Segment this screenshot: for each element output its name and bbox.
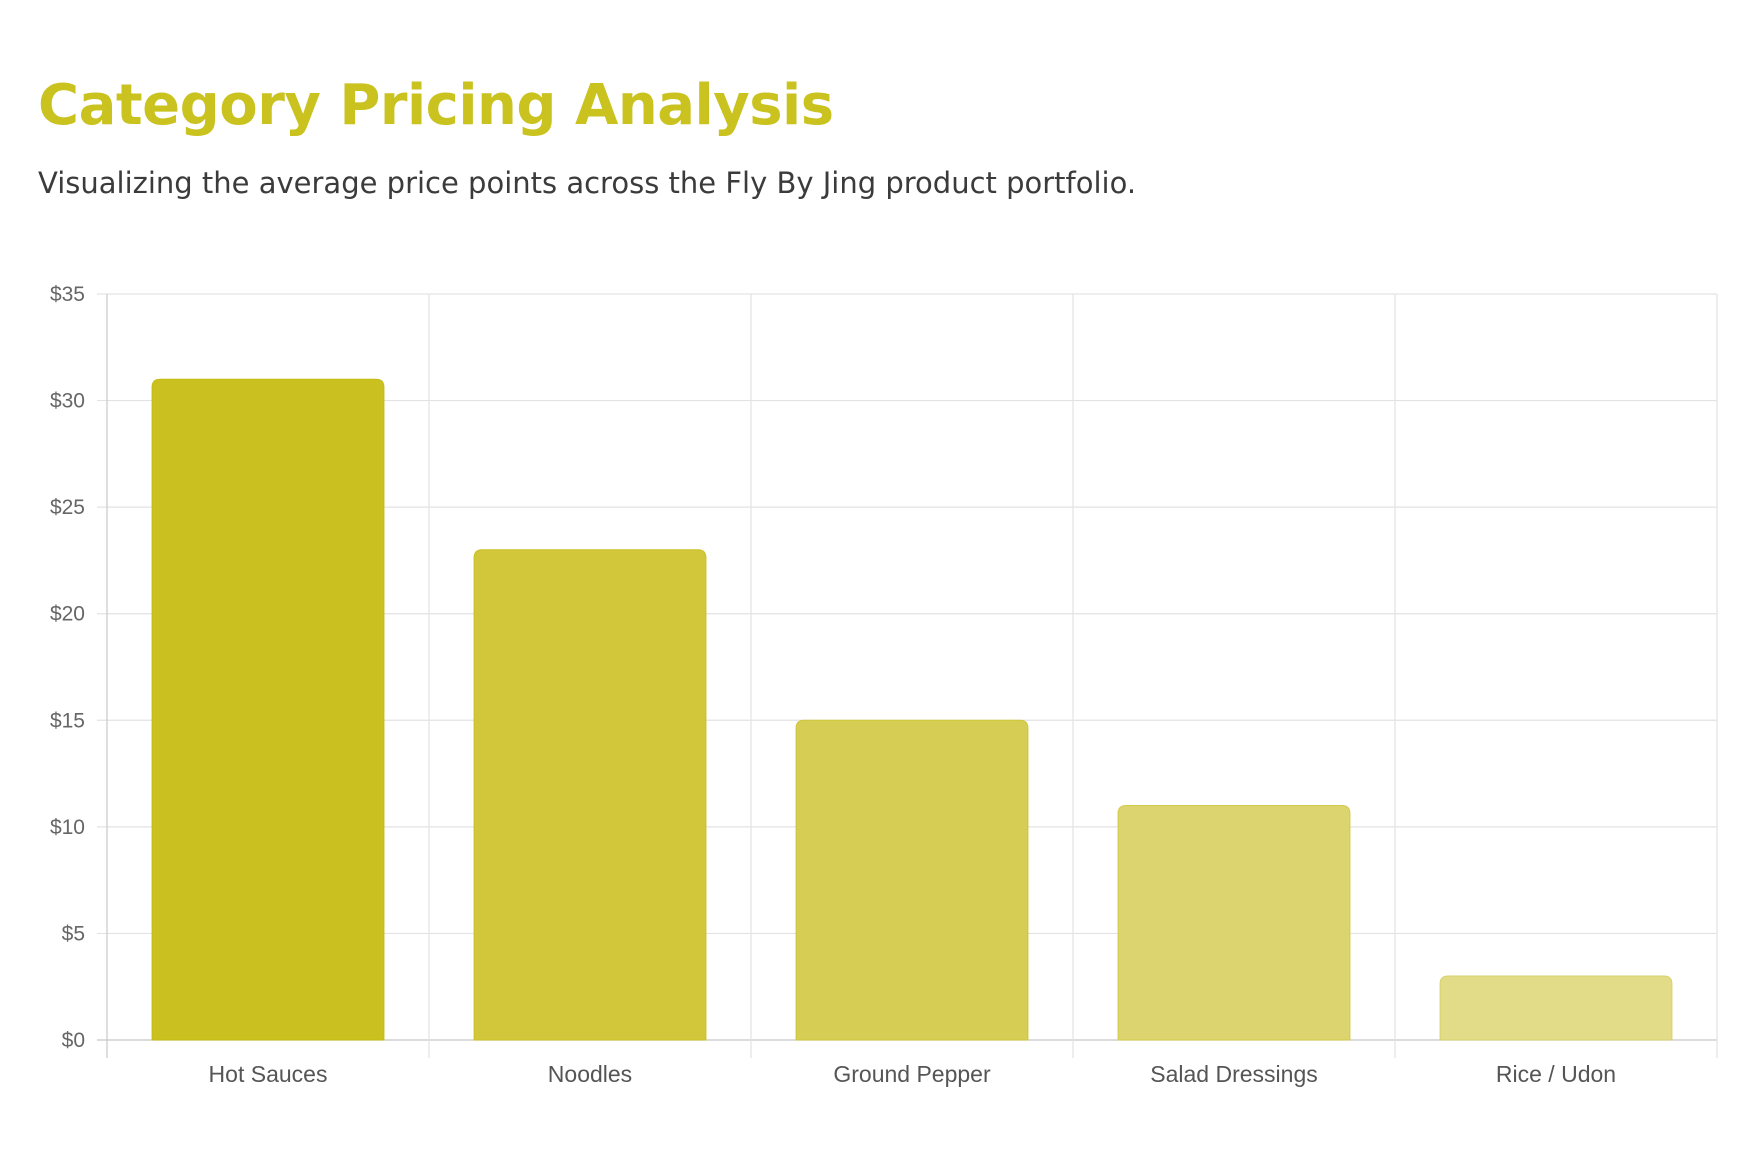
bar-hot-sauces bbox=[151, 378, 385, 1041]
y-tick-label: $0 bbox=[62, 1029, 85, 1052]
bar-salad-dressings bbox=[1117, 805, 1351, 1041]
x-tick-label: Rice / Udon bbox=[1496, 1061, 1616, 1087]
x-tick-label: Noodles bbox=[548, 1061, 632, 1087]
y-tick-label: $5 bbox=[62, 922, 85, 945]
page-subtitle: Visualizing the average price points acr… bbox=[38, 166, 1137, 200]
page-title: Category Pricing Analysis bbox=[38, 73, 834, 138]
bar-ground-pepper bbox=[795, 719, 1029, 1041]
x-tick-label: Hot Sauces bbox=[209, 1061, 328, 1087]
y-tick-label: $20 bbox=[50, 603, 85, 626]
y-tick-label: $10 bbox=[50, 816, 85, 839]
y-tick-label: $30 bbox=[50, 390, 85, 413]
y-tick-label: $35 bbox=[50, 283, 85, 306]
x-tick-label: Salad Dressings bbox=[1150, 1061, 1317, 1087]
y-tick-label: $15 bbox=[50, 709, 85, 732]
y-tick-label: $25 bbox=[50, 496, 85, 519]
bar-rice-udon bbox=[1439, 975, 1673, 1041]
bar-noodles bbox=[473, 549, 707, 1041]
x-tick-label: Ground Pepper bbox=[833, 1061, 991, 1087]
